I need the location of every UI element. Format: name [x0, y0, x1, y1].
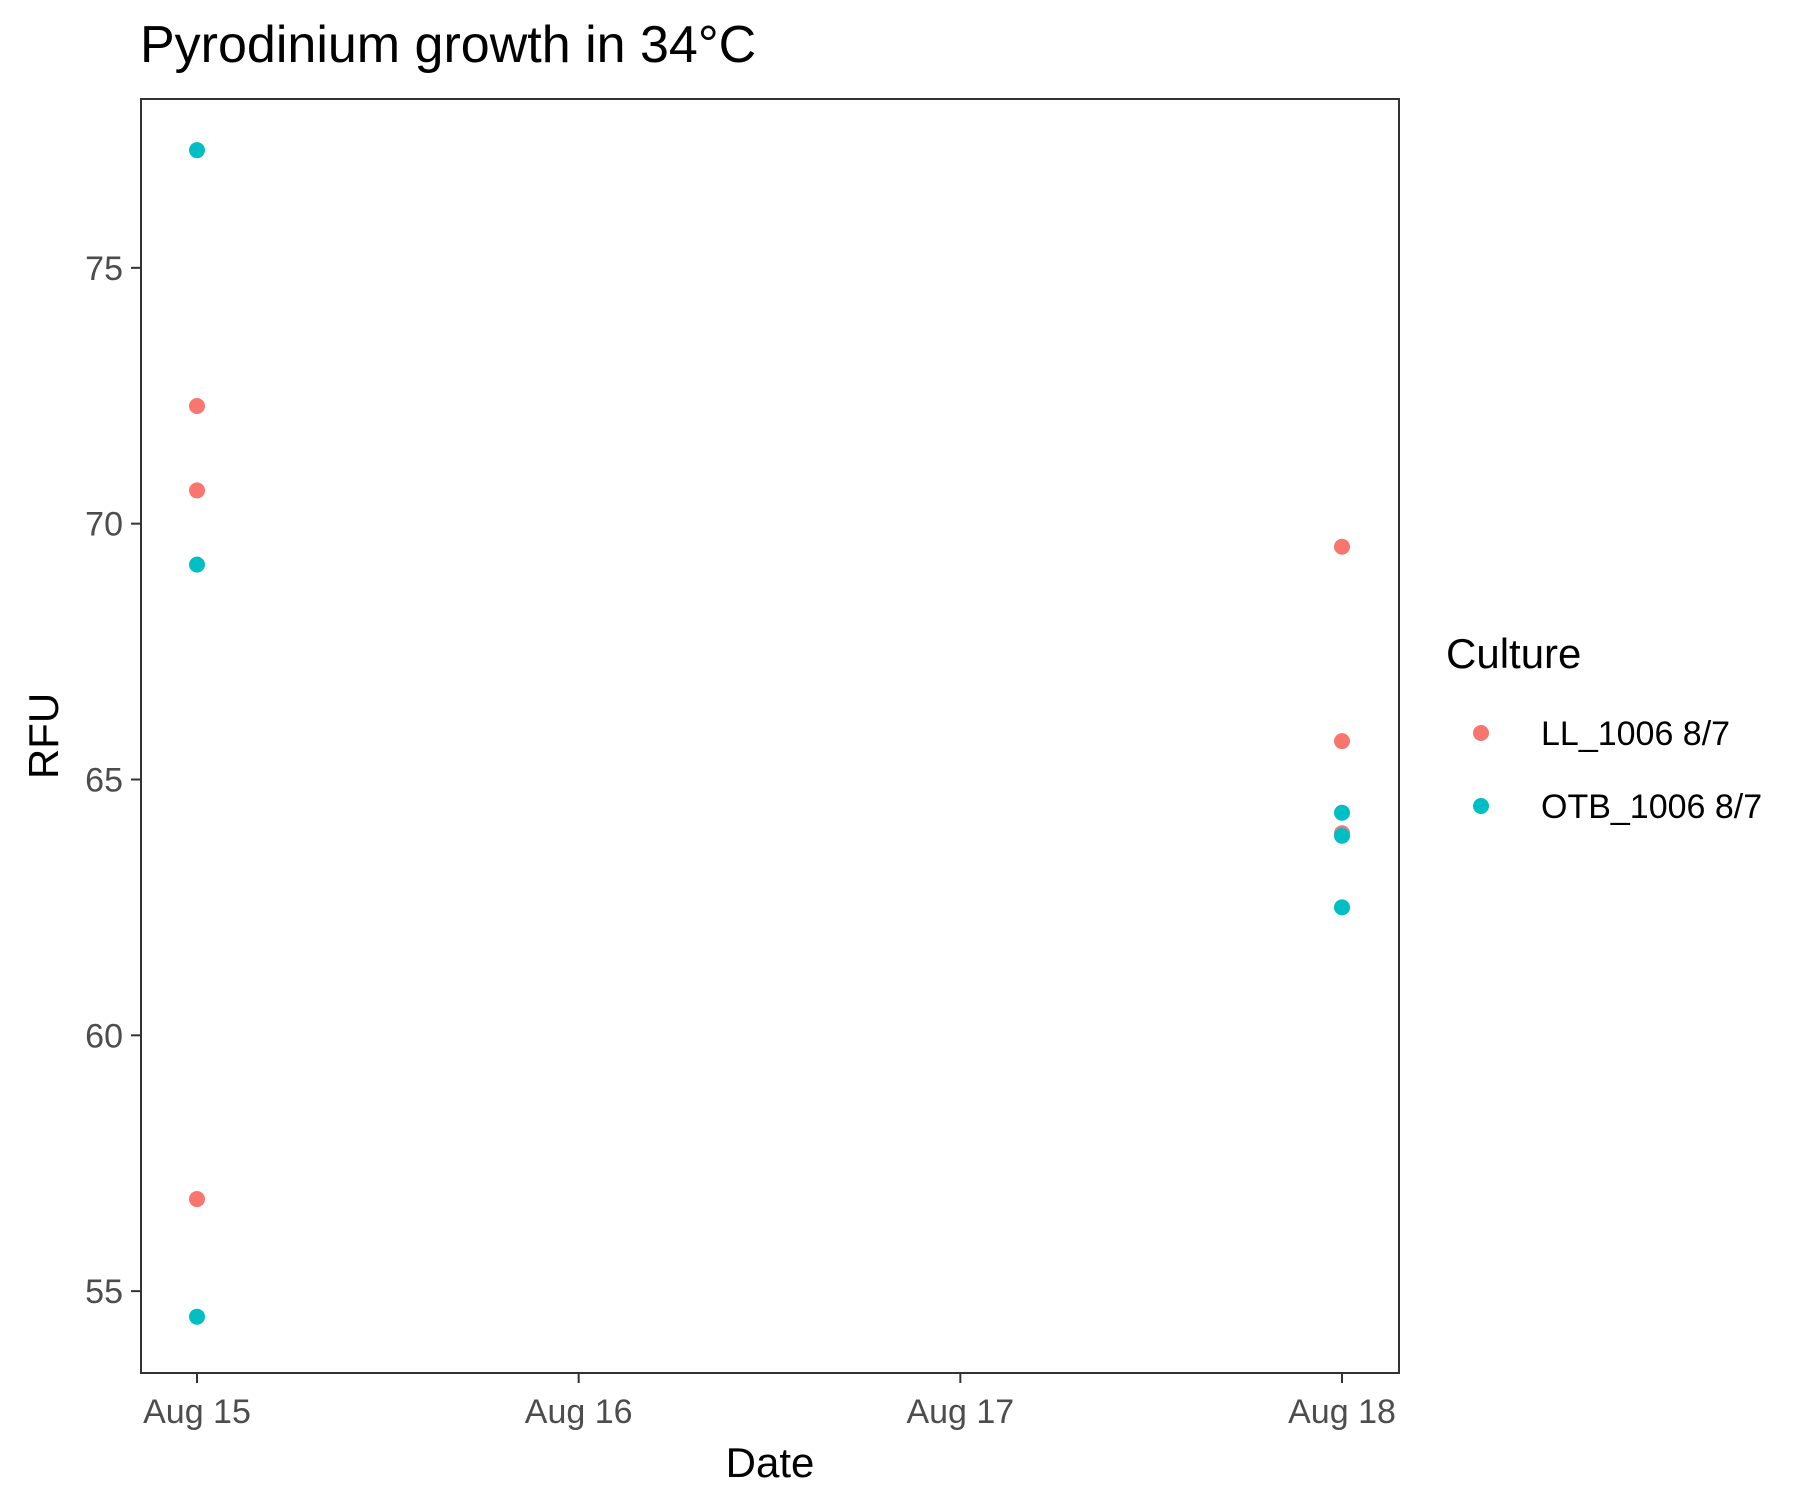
legend: Culture LL_1006 8/7 OTB_1006 8/7	[1446, 630, 1762, 826]
x-tick-label: Aug 16	[525, 1393, 633, 1431]
y-tick-label: 70	[85, 506, 123, 544]
plot-panel	[140, 98, 1400, 1374]
x-tick-label: Aug 18	[1288, 1393, 1396, 1431]
data-point-series-2	[189, 556, 205, 573]
data-point-series-1	[1334, 538, 1351, 555]
legend-key	[1473, 725, 1489, 741]
y-tick-label: 65	[85, 761, 123, 799]
legend-key	[1473, 798, 1489, 814]
legend-title: Culture	[1446, 630, 1581, 677]
data-point-series-1	[189, 1191, 205, 1208]
y-tick-label: 60	[85, 1017, 123, 1055]
data-point-series-2	[189, 142, 205, 159]
y-axis-title: RFU	[20, 693, 67, 779]
data-point-series-1	[189, 397, 205, 414]
x-axis: Aug 15 Aug 16 Aug 17 Aug 18	[143, 1373, 1396, 1431]
data-point-series-2	[189, 1308, 205, 1325]
data-point-series-1	[189, 482, 205, 499]
y-tick-label: 75	[85, 250, 123, 288]
legend-label: LL_1006 8/7	[1541, 715, 1730, 753]
y-axis: 55 60 65 70 75	[85, 250, 141, 1311]
chart-title: Pyrodinium growth in 34°C	[140, 16, 756, 74]
x-axis-title: Date	[726, 1439, 815, 1486]
data-points	[189, 142, 1351, 1325]
data-point-series-2	[1334, 804, 1351, 821]
y-tick-label: 55	[85, 1273, 123, 1311]
x-tick-label: Aug 15	[143, 1393, 251, 1431]
data-point-series-1	[1334, 733, 1351, 750]
legend-label: OTB_1006 8/7	[1541, 788, 1762, 826]
data-point-series-2	[1334, 899, 1351, 916]
x-tick-label: Aug 17	[906, 1393, 1014, 1431]
data-point-series-2	[1334, 827, 1351, 844]
